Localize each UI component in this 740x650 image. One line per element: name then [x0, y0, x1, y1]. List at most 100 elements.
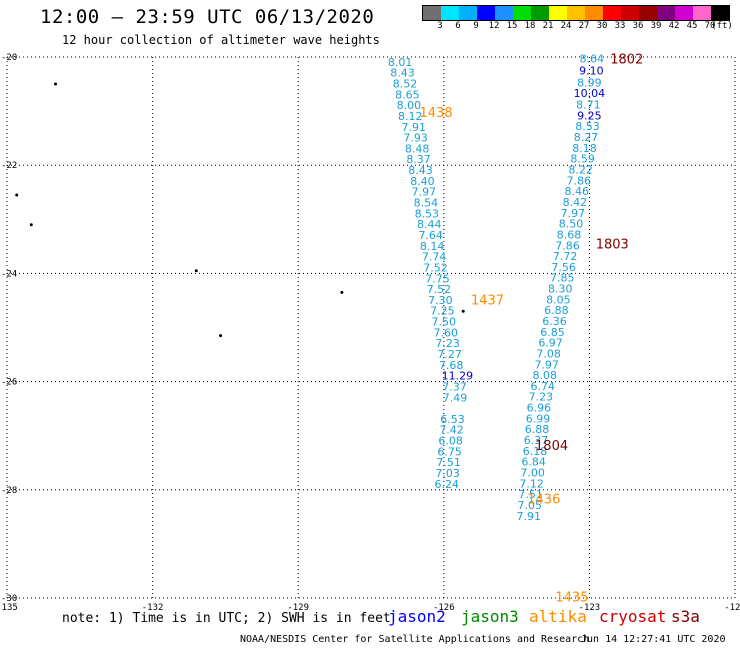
wave-height-label: 8.37: [406, 153, 431, 166]
wave-height-label: 6.18: [523, 445, 548, 458]
island-dot: [29, 223, 33, 227]
wave-height-label: 8.00: [397, 99, 422, 112]
wave-height-label: 7.85: [550, 272, 575, 285]
wave-height-label: 7.93: [403, 132, 428, 145]
color-swatch: [639, 6, 657, 20]
wave-height-label: 8.40: [410, 175, 435, 188]
x-tick-label: -135: [0, 603, 18, 613]
wave-height-label: 7.52: [423, 261, 448, 274]
wave-height-label: 8.54: [414, 197, 439, 210]
wave-height-label: 6.84: [521, 456, 546, 469]
y-tick-label: -22: [1, 161, 17, 171]
x-tick-label: -132: [142, 603, 164, 613]
color-swatch: [441, 6, 459, 20]
wave-height-label: 6.74: [531, 380, 556, 393]
wave-height-label: 7.68: [439, 359, 464, 372]
wave-height-label: 7.08: [536, 347, 561, 360]
color-scale-label: 30: [596, 21, 608, 31]
wave-height-label: 8.43: [390, 67, 415, 80]
color-scale-label: 27: [578, 21, 590, 31]
x-tick-label: -126: [433, 603, 455, 613]
wave-height-label: 8.30: [548, 283, 573, 296]
wave-height-label: 9.10: [579, 65, 604, 78]
wave-height-label: 6.53: [440, 413, 465, 426]
pass-label: 1438: [420, 106, 453, 121]
wave-height-label: 10.04: [574, 87, 606, 100]
color-scale-label: 42: [668, 21, 680, 31]
chart-subtitle: 12 hour collection of altimeter wave hei…: [62, 33, 380, 47]
wave-height-label: 7.56: [551, 261, 576, 274]
island-dot: [54, 82, 58, 86]
wave-height-label: 7.37: [442, 380, 467, 393]
wave-height-label: 8.50: [559, 218, 584, 231]
satellite-cryosat: cryosat: [599, 607, 667, 626]
chart-title: 12:00 – 23:59 UTC 06/13/2020: [40, 6, 375, 28]
wave-height-label: 8.53: [575, 120, 600, 133]
color-scale-label: 70: [704, 21, 716, 31]
wave-height-label: 7.97: [534, 358, 559, 371]
color-scale-label: 12: [488, 21, 500, 31]
wave-height-label: 7.51: [436, 456, 461, 469]
pass-label: 1804: [535, 439, 568, 454]
color-scale-label: 39: [650, 21, 662, 31]
color-scale-label: 18: [524, 21, 536, 31]
wave-height-label: 6.37: [524, 434, 549, 447]
color-scale-bar: [422, 5, 730, 21]
color-swatch: [603, 6, 621, 20]
satellite-s3a: s3a: [671, 607, 700, 626]
wave-height-label: 7.23: [435, 337, 460, 350]
wave-height-label: 8.05: [546, 293, 571, 306]
wave-height-label: 6.85: [540, 326, 565, 339]
pass-label: 1803: [596, 238, 629, 253]
color-swatch: [423, 6, 441, 20]
color-swatch: [459, 6, 477, 20]
wave-height-label: 7.03: [435, 467, 460, 480]
wave-height-label: 7.52: [427, 283, 452, 296]
wave-height-label: 6.97: [538, 337, 563, 350]
wave-height-label: 7.64: [418, 229, 443, 242]
wave-height-label: 8.22: [568, 164, 593, 177]
wave-height-label: 7.12: [519, 477, 544, 490]
wave-height-label: 7.97: [561, 207, 586, 220]
color-scale-label: 24: [560, 21, 572, 31]
wave-height-label: 7.72: [553, 250, 578, 263]
color-swatch: [657, 6, 675, 20]
island-dot: [194, 269, 198, 273]
wave-height-label: 8.64: [580, 53, 605, 66]
color-swatch: [477, 6, 495, 20]
wave-height-label: 8.48: [405, 142, 430, 155]
color-scale-label: 21: [542, 21, 554, 31]
color-swatch: [585, 6, 603, 20]
wave-height-label: 8.71: [576, 99, 601, 112]
island-dot: [219, 334, 223, 338]
wave-height-label: 8.65: [395, 88, 420, 101]
color-scale-label: 9: [473, 21, 479, 31]
color-swatch: [567, 6, 585, 20]
wave-height-label: 8.59: [570, 153, 595, 166]
pass-label: 1802: [610, 53, 643, 68]
satellite-jason3: jason3: [461, 607, 519, 626]
wave-height-label: 7.97: [412, 186, 437, 199]
color-scale-label: 3: [437, 21, 443, 31]
wave-height-label: 7.49: [443, 391, 468, 404]
color-scale-label: 6: [455, 21, 461, 31]
pass-label: 1435: [555, 590, 588, 605]
wave-height-label: 7.60: [433, 326, 458, 339]
wave-height-label: 8.42: [563, 196, 588, 209]
wave-height-label: 7.42: [439, 424, 464, 437]
wave-height-label: 8.68: [557, 228, 582, 241]
color-scale-label: 15: [506, 21, 518, 31]
wave-height-label: 7.91: [516, 510, 541, 523]
wave-height-label: 6.08: [438, 435, 463, 448]
color-swatch: [693, 6, 711, 20]
wave-height-label: 8.44: [417, 218, 442, 231]
island-dot: [15, 193, 19, 197]
wave-height-label: 8.08: [532, 369, 557, 382]
wave-height-label: 8.46: [565, 185, 590, 198]
x-tick-label: -129: [287, 603, 309, 613]
timestamp: Jun 14 12:27:41 UTC 2020: [581, 634, 726, 645]
wave-height-label: 7.86: [566, 174, 591, 187]
wave-height-label: 8.52: [393, 78, 418, 91]
wave-height-label: 7.91: [401, 121, 426, 134]
